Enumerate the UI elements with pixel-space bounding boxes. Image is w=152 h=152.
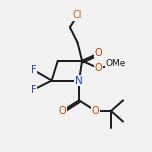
- Text: N: N: [75, 76, 83, 86]
- Text: F: F: [31, 65, 36, 75]
- Text: F: F: [31, 85, 36, 95]
- Text: O: O: [59, 106, 66, 116]
- Text: OMe: OMe: [105, 59, 126, 68]
- Text: O: O: [92, 106, 100, 116]
- Text: O: O: [95, 48, 103, 58]
- Text: Cl: Cl: [73, 10, 82, 20]
- Text: O: O: [95, 63, 103, 73]
